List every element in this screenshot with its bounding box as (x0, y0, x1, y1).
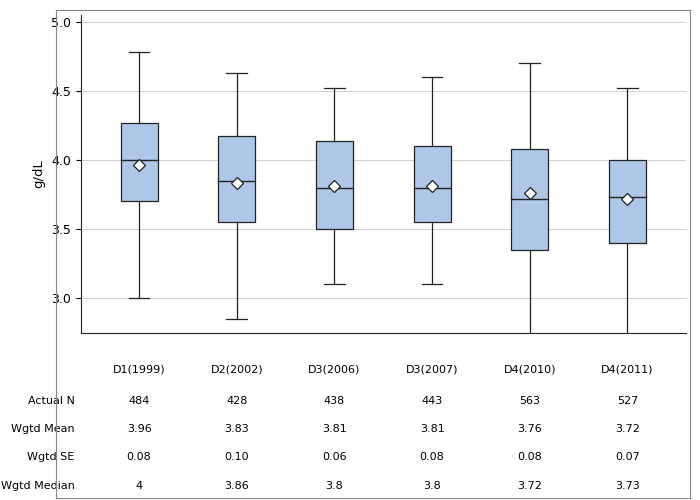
Text: 3.8: 3.8 (424, 481, 441, 491)
Text: 4: 4 (136, 481, 143, 491)
Text: D4(2010): D4(2010) (503, 364, 556, 374)
Text: 3.81: 3.81 (420, 424, 444, 434)
Text: D3(2007): D3(2007) (406, 364, 459, 374)
Text: Actual N: Actual N (27, 396, 74, 406)
Text: 3.96: 3.96 (127, 424, 151, 434)
Text: 443: 443 (421, 396, 442, 406)
Text: D1(1999): D1(1999) (113, 364, 165, 374)
Text: 0.08: 0.08 (517, 452, 542, 462)
Text: 0.08: 0.08 (127, 452, 151, 462)
Text: 3.81: 3.81 (322, 424, 346, 434)
Text: 3.72: 3.72 (615, 424, 640, 434)
Bar (218, 136, 256, 222)
Text: 3.76: 3.76 (517, 424, 542, 434)
Y-axis label: g/dL: g/dL (32, 160, 46, 188)
Bar (120, 122, 158, 202)
Text: 527: 527 (617, 396, 638, 406)
Text: 0.07: 0.07 (615, 452, 640, 462)
Bar (414, 146, 451, 222)
Bar (609, 160, 646, 243)
Text: 3.86: 3.86 (225, 481, 249, 491)
Bar (316, 140, 353, 229)
Text: 0.08: 0.08 (420, 452, 444, 462)
Text: 3.72: 3.72 (517, 481, 542, 491)
Text: 438: 438 (324, 396, 345, 406)
Text: D4(2011): D4(2011) (601, 364, 654, 374)
Text: 484: 484 (128, 396, 150, 406)
Text: Wgtd Median: Wgtd Median (1, 481, 74, 491)
Text: 563: 563 (519, 396, 540, 406)
Text: Wgtd Mean: Wgtd Mean (10, 424, 74, 434)
Text: D2(2002): D2(2002) (211, 364, 263, 374)
Text: 0.06: 0.06 (322, 452, 346, 462)
Text: 3.8: 3.8 (326, 481, 343, 491)
Text: 428: 428 (226, 396, 247, 406)
Text: D3(2006): D3(2006) (308, 364, 360, 374)
Text: 3.83: 3.83 (225, 424, 249, 434)
Text: 0.10: 0.10 (225, 452, 249, 462)
Text: 3.73: 3.73 (615, 481, 640, 491)
Text: Wgtd SE: Wgtd SE (27, 452, 74, 462)
Bar (511, 149, 548, 250)
